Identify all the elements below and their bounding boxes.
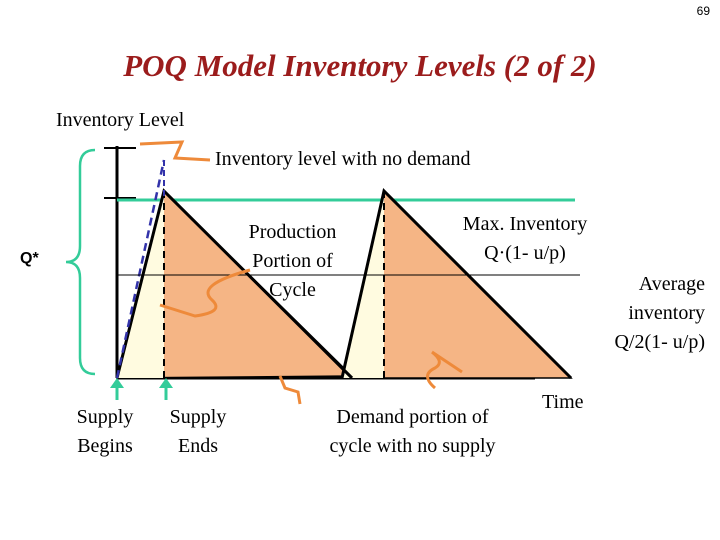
slide-title: POQ Model Inventory Levels (2 of 2) [123, 48, 597, 83]
supply-begins-line-2: Begins [77, 435, 133, 457]
q-star-label: Q* [20, 250, 39, 267]
supply-begins-line-1: Supply [76, 406, 134, 428]
average-inventory-line-2: inventory [628, 302, 705, 324]
average-inventory-line-1: Average [638, 273, 705, 295]
pointer-no-demand [139, 140, 211, 162]
production-portion-line-2: Portion of [252, 250, 333, 272]
average-inventory-line-3: Q/2(1- u/p) [614, 331, 705, 353]
pointer-demand-2 [426, 350, 463, 390]
supply-begins-label: Supply Begins [65, 403, 145, 461]
pointer-production [159, 268, 251, 318]
no-demand-label: Inventory level with no demand [215, 148, 471, 170]
production-portion-label: Production Portion of Cycle [225, 218, 360, 305]
supply-begins-arrowhead [110, 378, 124, 388]
supply-ends-line-1: Supply [169, 406, 227, 428]
production-portion-line-1: Production [248, 221, 337, 243]
max-inventory-label: Max. Inventory Q·(1- u/p) [440, 210, 610, 268]
supply-ends-arrowhead [159, 378, 173, 388]
y-axis-label: Inventory Level [56, 109, 185, 131]
production-portion-line-3: Cycle [269, 279, 316, 301]
average-inventory-label: Average inventory Q/2(1- u/p) [580, 270, 705, 357]
time-axis-label: Time [542, 391, 584, 413]
max-inventory-line-2: Q·(1- u/p) [484, 242, 566, 264]
page-number: 69 [696, 4, 710, 18]
supply-ends-line-2: Ends [178, 435, 218, 457]
demand-portion-line-1: Demand portion of [336, 406, 489, 428]
q-star-brace [65, 148, 96, 376]
demand-portion-label: Demand portion of cycle with no supply [300, 403, 525, 461]
pointer-demand [278, 375, 302, 405]
max-inventory-line-1: Max. Inventory [462, 213, 588, 235]
no-demand-production-line [115, 159, 166, 379]
supply-ends-label: Supply Ends [158, 403, 238, 461]
demand-portion-line-2: cycle with no supply [329, 435, 496, 457]
